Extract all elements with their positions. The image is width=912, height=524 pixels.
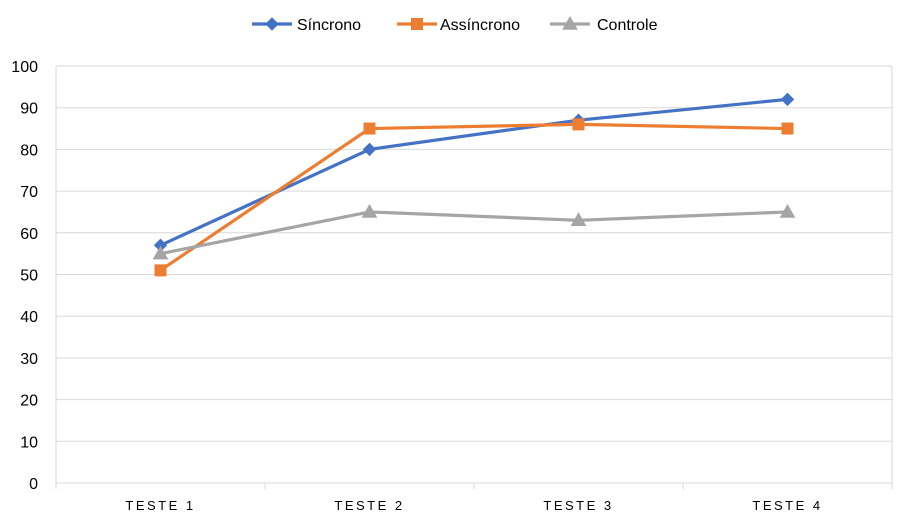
legend-label: Síncrono: [297, 17, 361, 34]
square-marker: [363, 122, 376, 135]
square-marker: [572, 118, 585, 131]
triangle-marker: [570, 212, 587, 227]
y-tick-label: 80: [20, 142, 38, 159]
y-tick-label: 40: [20, 309, 38, 326]
square-marker: [154, 264, 167, 277]
triangle-marker: [152, 245, 169, 260]
series-line: [158, 210, 790, 256]
diamond-marker: [780, 92, 795, 107]
x-tick-label: TESTE 3: [543, 498, 613, 513]
triangle-marker: [779, 203, 796, 218]
y-tick-label: 10: [20, 434, 38, 451]
legend-item: Controle: [550, 15, 658, 34]
x-tick-label: TESTE 1: [125, 498, 195, 513]
series-0: [153, 92, 795, 253]
series-1: [154, 118, 794, 277]
y-tick-label: 60: [20, 226, 38, 243]
legend-label: Assíncrono: [440, 17, 520, 34]
y-tick-label: 20: [20, 393, 38, 410]
diamond-marker: [362, 142, 377, 157]
triangle-marker: [361, 203, 378, 218]
series-line: [158, 122, 790, 272]
axes: 0 10 20 30 40 50 60 70 80 90 100 TESTE 1 TESTE 2 TEST…: [11, 59, 893, 513]
square-marker: [781, 122, 794, 135]
series: [152, 92, 796, 277]
legend: Síncrono Assíncrono Controle: [252, 15, 658, 34]
y-tick-label: 30: [20, 351, 38, 368]
x-tick-label: TESTE 2: [334, 498, 404, 513]
y-tick-label: 90: [20, 101, 38, 118]
y-tick-label: 0: [29, 476, 38, 493]
series-line: [158, 97, 790, 247]
legend-item: Assíncrono: [397, 17, 520, 34]
y-tick-label: 50: [20, 268, 38, 285]
legend-item: Síncrono: [252, 17, 361, 34]
legend-label: Controle: [597, 17, 658, 34]
legend-triangle-marker: [562, 15, 578, 30]
gridlines: [56, 65, 892, 442]
y-tick-label: 70: [20, 184, 38, 201]
y-tick-label: 100: [11, 59, 38, 76]
series-2: [152, 203, 796, 260]
legend-diamond-marker: [265, 17, 279, 31]
legend-square-marker: [411, 18, 423, 30]
x-tick-label: TESTE 4: [752, 498, 822, 513]
